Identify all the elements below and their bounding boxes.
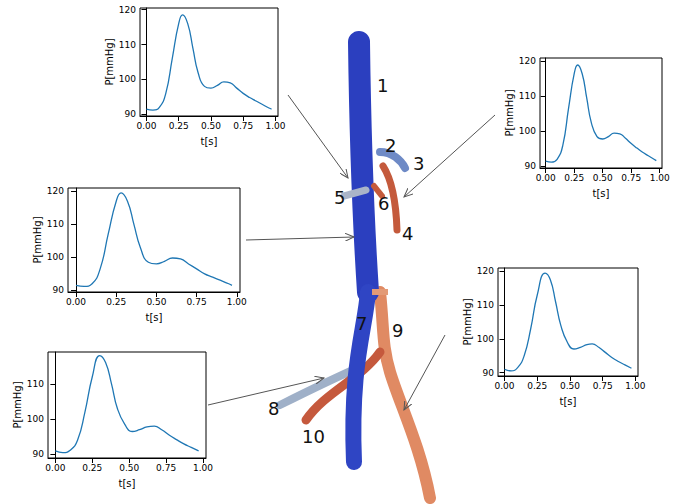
svg-text:90: 90: [125, 109, 137, 119]
svg-text:0.50: 0.50: [593, 173, 613, 183]
svg-text:90: 90: [483, 368, 495, 378]
svg-text:P[mmHg]: P[mmHg]: [104, 38, 115, 85]
svg-text:0.75: 0.75: [593, 381, 613, 391]
svg-text:7: 7: [356, 313, 367, 334]
svg-text:4: 4: [402, 223, 413, 244]
svg-text:3: 3: [413, 153, 424, 174]
svg-text:P[mmHg]: P[mmHg]: [32, 216, 43, 263]
svg-text:0.50: 0.50: [201, 121, 221, 131]
svg-text:120: 120: [119, 5, 136, 15]
svg-text:100: 100: [27, 414, 44, 424]
svg-text:110: 110: [47, 219, 64, 229]
svg-text:1.00: 1.00: [625, 381, 645, 391]
svg-text:120: 120: [47, 186, 64, 196]
svg-text:t[s]: t[s]: [201, 136, 218, 147]
svg-text:1.00: 1.00: [227, 297, 247, 307]
svg-text:8: 8: [268, 398, 279, 419]
svg-text:2: 2: [385, 135, 396, 156]
svg-text:1: 1: [377, 75, 388, 96]
svg-text:0.00: 0.00: [66, 297, 86, 307]
svg-text:0.75: 0.75: [187, 297, 207, 307]
svg-text:9: 9: [392, 320, 403, 341]
svg-text:110: 110: [477, 300, 494, 310]
svg-text:0.25: 0.25: [564, 173, 584, 183]
svg-text:90: 90: [53, 285, 65, 295]
svg-text:0.75: 0.75: [156, 463, 176, 473]
svg-text:0.50: 0.50: [560, 381, 580, 391]
svg-text:1.00: 1.00: [650, 173, 670, 183]
svg-text:t[s]: t[s]: [119, 478, 136, 489]
svg-text:0.00: 0.00: [136, 121, 156, 131]
svg-text:110: 110: [119, 40, 136, 50]
svg-text:t[s]: t[s]: [146, 312, 163, 323]
svg-text:0.75: 0.75: [233, 121, 253, 131]
svg-text:1.00: 1.00: [193, 463, 213, 473]
svg-text:t[s]: t[s]: [593, 188, 610, 199]
svg-text:100: 100: [119, 74, 136, 84]
svg-text:100: 100: [477, 334, 494, 344]
svg-text:120: 120: [477, 266, 494, 276]
svg-text:P[mmHg]: P[mmHg]: [504, 89, 515, 136]
svg-text:0.25: 0.25: [106, 297, 126, 307]
svg-text:6: 6: [378, 193, 389, 214]
svg-text:100: 100: [47, 252, 64, 262]
svg-text:100: 100: [519, 126, 536, 136]
svg-text:120: 120: [519, 56, 536, 66]
svg-text:90: 90: [33, 449, 45, 459]
svg-text:0.75: 0.75: [621, 173, 641, 183]
svg-text:90: 90: [525, 161, 537, 171]
svg-text:0.50: 0.50: [119, 463, 139, 473]
svg-text:t[s]: t[s]: [560, 396, 577, 407]
svg-text:110: 110: [27, 379, 44, 389]
svg-text:10: 10: [302, 426, 325, 447]
svg-text:0.00: 0.00: [495, 381, 515, 391]
svg-text:0.50: 0.50: [146, 297, 166, 307]
svg-text:5: 5: [334, 187, 345, 208]
svg-text:0.25: 0.25: [82, 463, 102, 473]
svg-text:P[mmHg]: P[mmHg]: [12, 381, 23, 428]
svg-text:0.00: 0.00: [536, 173, 556, 183]
svg-text:110: 110: [519, 91, 536, 101]
svg-text:0.00: 0.00: [45, 463, 65, 473]
svg-text:P[mmHg]: P[mmHg]: [462, 298, 473, 345]
svg-text:0.25: 0.25: [169, 121, 189, 131]
svg-text:0.25: 0.25: [527, 381, 547, 391]
svg-text:1.00: 1.00: [265, 121, 285, 131]
